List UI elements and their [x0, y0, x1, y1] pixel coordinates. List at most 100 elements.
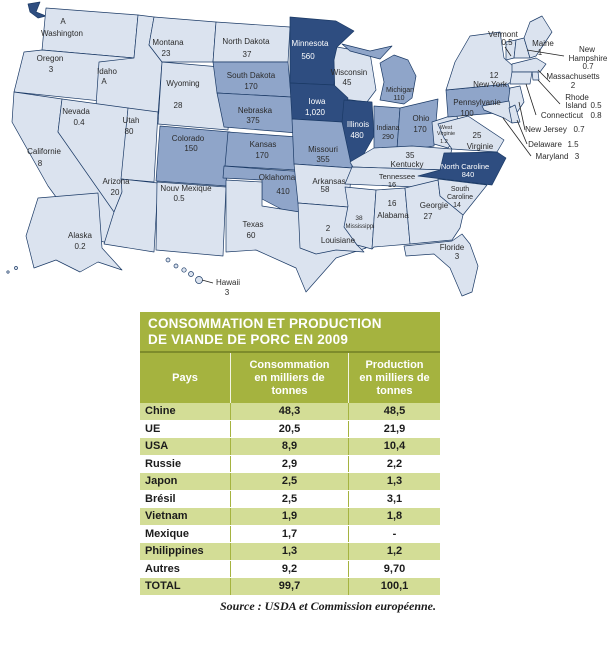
state-label-colorado: Colorado	[172, 134, 205, 143]
cell-pays: Vietnam	[145, 510, 188, 522]
state-label-new-hampshire-line1: New	[579, 45, 595, 54]
hawaii-island	[173, 263, 179, 269]
pork-consumption-production-table: CONSOMMATION ET PRODUCTION DE VIANDE DE …	[140, 312, 440, 618]
state-label-louisiana: Louisiane	[321, 236, 356, 245]
cell-conso: 9,2	[230, 560, 348, 577]
state-value-california: 8	[38, 159, 43, 168]
rhode-island-callout-line	[537, 79, 561, 105]
table-row-japon: Japon 2,5 1,3	[140, 473, 440, 491]
cell-conso: 2,5	[230, 473, 348, 490]
column-header-production: Production en milliers de tonnes	[348, 353, 440, 403]
state-label-delaware: Delaware	[528, 140, 562, 149]
cell-pays: Chine	[145, 405, 176, 417]
state-label-south-carolina-line1: South	[451, 186, 469, 193]
state-value-idaho: A	[101, 77, 107, 86]
state-label-arkansas: Arkansas	[312, 177, 345, 186]
state-label-new-hampshire-line2: Hampshire	[569, 54, 608, 63]
state-label-arizona: Arizona	[102, 177, 130, 186]
massachusetts-callout-line	[537, 69, 551, 83]
column-header-pays: Pays	[172, 372, 198, 384]
state-alabama	[371, 187, 411, 250]
column-header-consommation: Consommation en milliers de tonnes	[230, 353, 348, 403]
state-value-arkansas: 58	[321, 185, 330, 194]
state-label-kentucky: Kentucky	[391, 160, 424, 169]
state-label-new-jersey: New Jersey	[525, 125, 567, 134]
state-label-west-virginia-line2: Virginie	[437, 131, 455, 137]
state-value-louisiana: 2	[326, 224, 331, 233]
state-label-florida: Floride	[440, 243, 465, 252]
state-value-south-carolina: 14	[453, 202, 461, 209]
state-label-north-carolina: North Caroline	[441, 162, 489, 171]
state-label-washington: Washington	[41, 29, 83, 38]
hawaii-callout-line	[201, 279, 214, 284]
state-value-massachusetts: 2	[571, 81, 576, 90]
state-value-utah: 80	[125, 127, 134, 136]
state-value-maine: 1	[538, 48, 543, 57]
state-value-north-dakota: 37	[243, 50, 252, 59]
state-label-wisconsin: Wisconsin	[331, 68, 367, 77]
hawaii-island	[181, 267, 187, 273]
table-header-row: Pays Consommation en milliers de tonnes …	[140, 353, 440, 403]
state-value-alabama: 16	[388, 199, 397, 208]
state-value-arizona: 20	[111, 188, 120, 197]
state-michigan	[379, 54, 417, 105]
state-value-texas: 60	[247, 231, 256, 240]
cell-prod: 1,3	[348, 473, 440, 490]
state-label-montana: Montana	[152, 38, 184, 47]
state-value-nevada: 0.4	[73, 118, 85, 127]
table-row-philippines: Philippines 1,3 1,2	[140, 543, 440, 561]
state-value-delaware: 1.5	[567, 140, 579, 149]
us-pork-production-map: A Washington Oregon 3 Idaho A Californie…	[6, 1, 608, 297]
cell-prod: 2,2	[348, 455, 440, 472]
state-texas	[225, 179, 367, 293]
state-label-wyoming: Wyoming	[166, 79, 199, 88]
cell-conso: 8,9	[230, 438, 348, 455]
state-labels: A Washington Oregon 3 Idaho A Californie…	[27, 17, 608, 297]
cell-conso: 20,5	[230, 420, 348, 437]
state-value-new-mexico: 0.5	[173, 194, 185, 203]
state-value-south-dakota: 170	[244, 82, 258, 91]
cell-conso: 1,7	[230, 525, 348, 542]
state-label-iowa: Iowa	[309, 97, 326, 106]
alaska-aleutian-island	[14, 266, 18, 270]
state-label-oregon: Oregon	[37, 54, 64, 63]
cell-prod: 48,5	[348, 403, 440, 420]
cell-prod: 1,2	[348, 543, 440, 560]
table-source: Source : USDA et Commission européenne.	[219, 598, 436, 613]
cell-pays: Japon	[145, 475, 178, 487]
state-value-wisconsin: 45	[343, 78, 352, 87]
new-hampshire-callout-line	[526, 49, 565, 57]
cell-conso: 48,3	[230, 403, 348, 420]
state-value-west-virginia: 1.2	[440, 139, 448, 145]
state-label-indiana: Indiana	[377, 125, 400, 132]
state-label-massachusetts: Massachusetts	[546, 72, 599, 81]
cell-pays: USA	[145, 440, 169, 452]
state-label-mississippi: Mississippi	[345, 224, 374, 230]
state-label-virginia: Virginie	[467, 142, 494, 151]
state-label-texas: Texas	[243, 220, 264, 229]
cell-conso: 1,9	[230, 508, 348, 525]
state-rhode-island	[531, 71, 540, 81]
table-row-autres: Autres 9,2 9,70	[140, 560, 440, 578]
state-value-new-jersey: 0.7	[573, 125, 585, 134]
cell-conso: 2,9	[230, 455, 348, 472]
table-row-bresil: Brésil 2,5 3,1	[140, 490, 440, 508]
state-label-rhode-island-line2: Island	[565, 101, 586, 110]
cell-prod: 21,9	[348, 420, 440, 437]
state-label-hawaii: Hawaii	[216, 278, 240, 287]
state-value-mississippi: 38	[355, 215, 363, 222]
state-alaska	[25, 192, 123, 273]
state-new-mexico	[155, 181, 227, 257]
state-label-tennessee: Tennessee	[379, 172, 415, 181]
cell-pays: UE	[145, 422, 161, 435]
cell-pays: Mexique	[145, 527, 190, 540]
state-label-minnesota: Minnesota	[292, 39, 329, 48]
state-label-south-carolina-line2: Caroline	[447, 194, 473, 201]
state-label-new-mexico: Nouv Mexique	[160, 184, 212, 193]
state-value-colorado: 150	[184, 144, 198, 153]
state-south-carolina	[437, 178, 488, 216]
state-value-oregon: 3	[49, 65, 54, 74]
state-value-wyoming: 28	[174, 101, 183, 110]
state-value-nebraska: 375	[246, 116, 260, 125]
table-title-line2: DE VIANDE DE PORC EN 2009	[148, 332, 349, 347]
